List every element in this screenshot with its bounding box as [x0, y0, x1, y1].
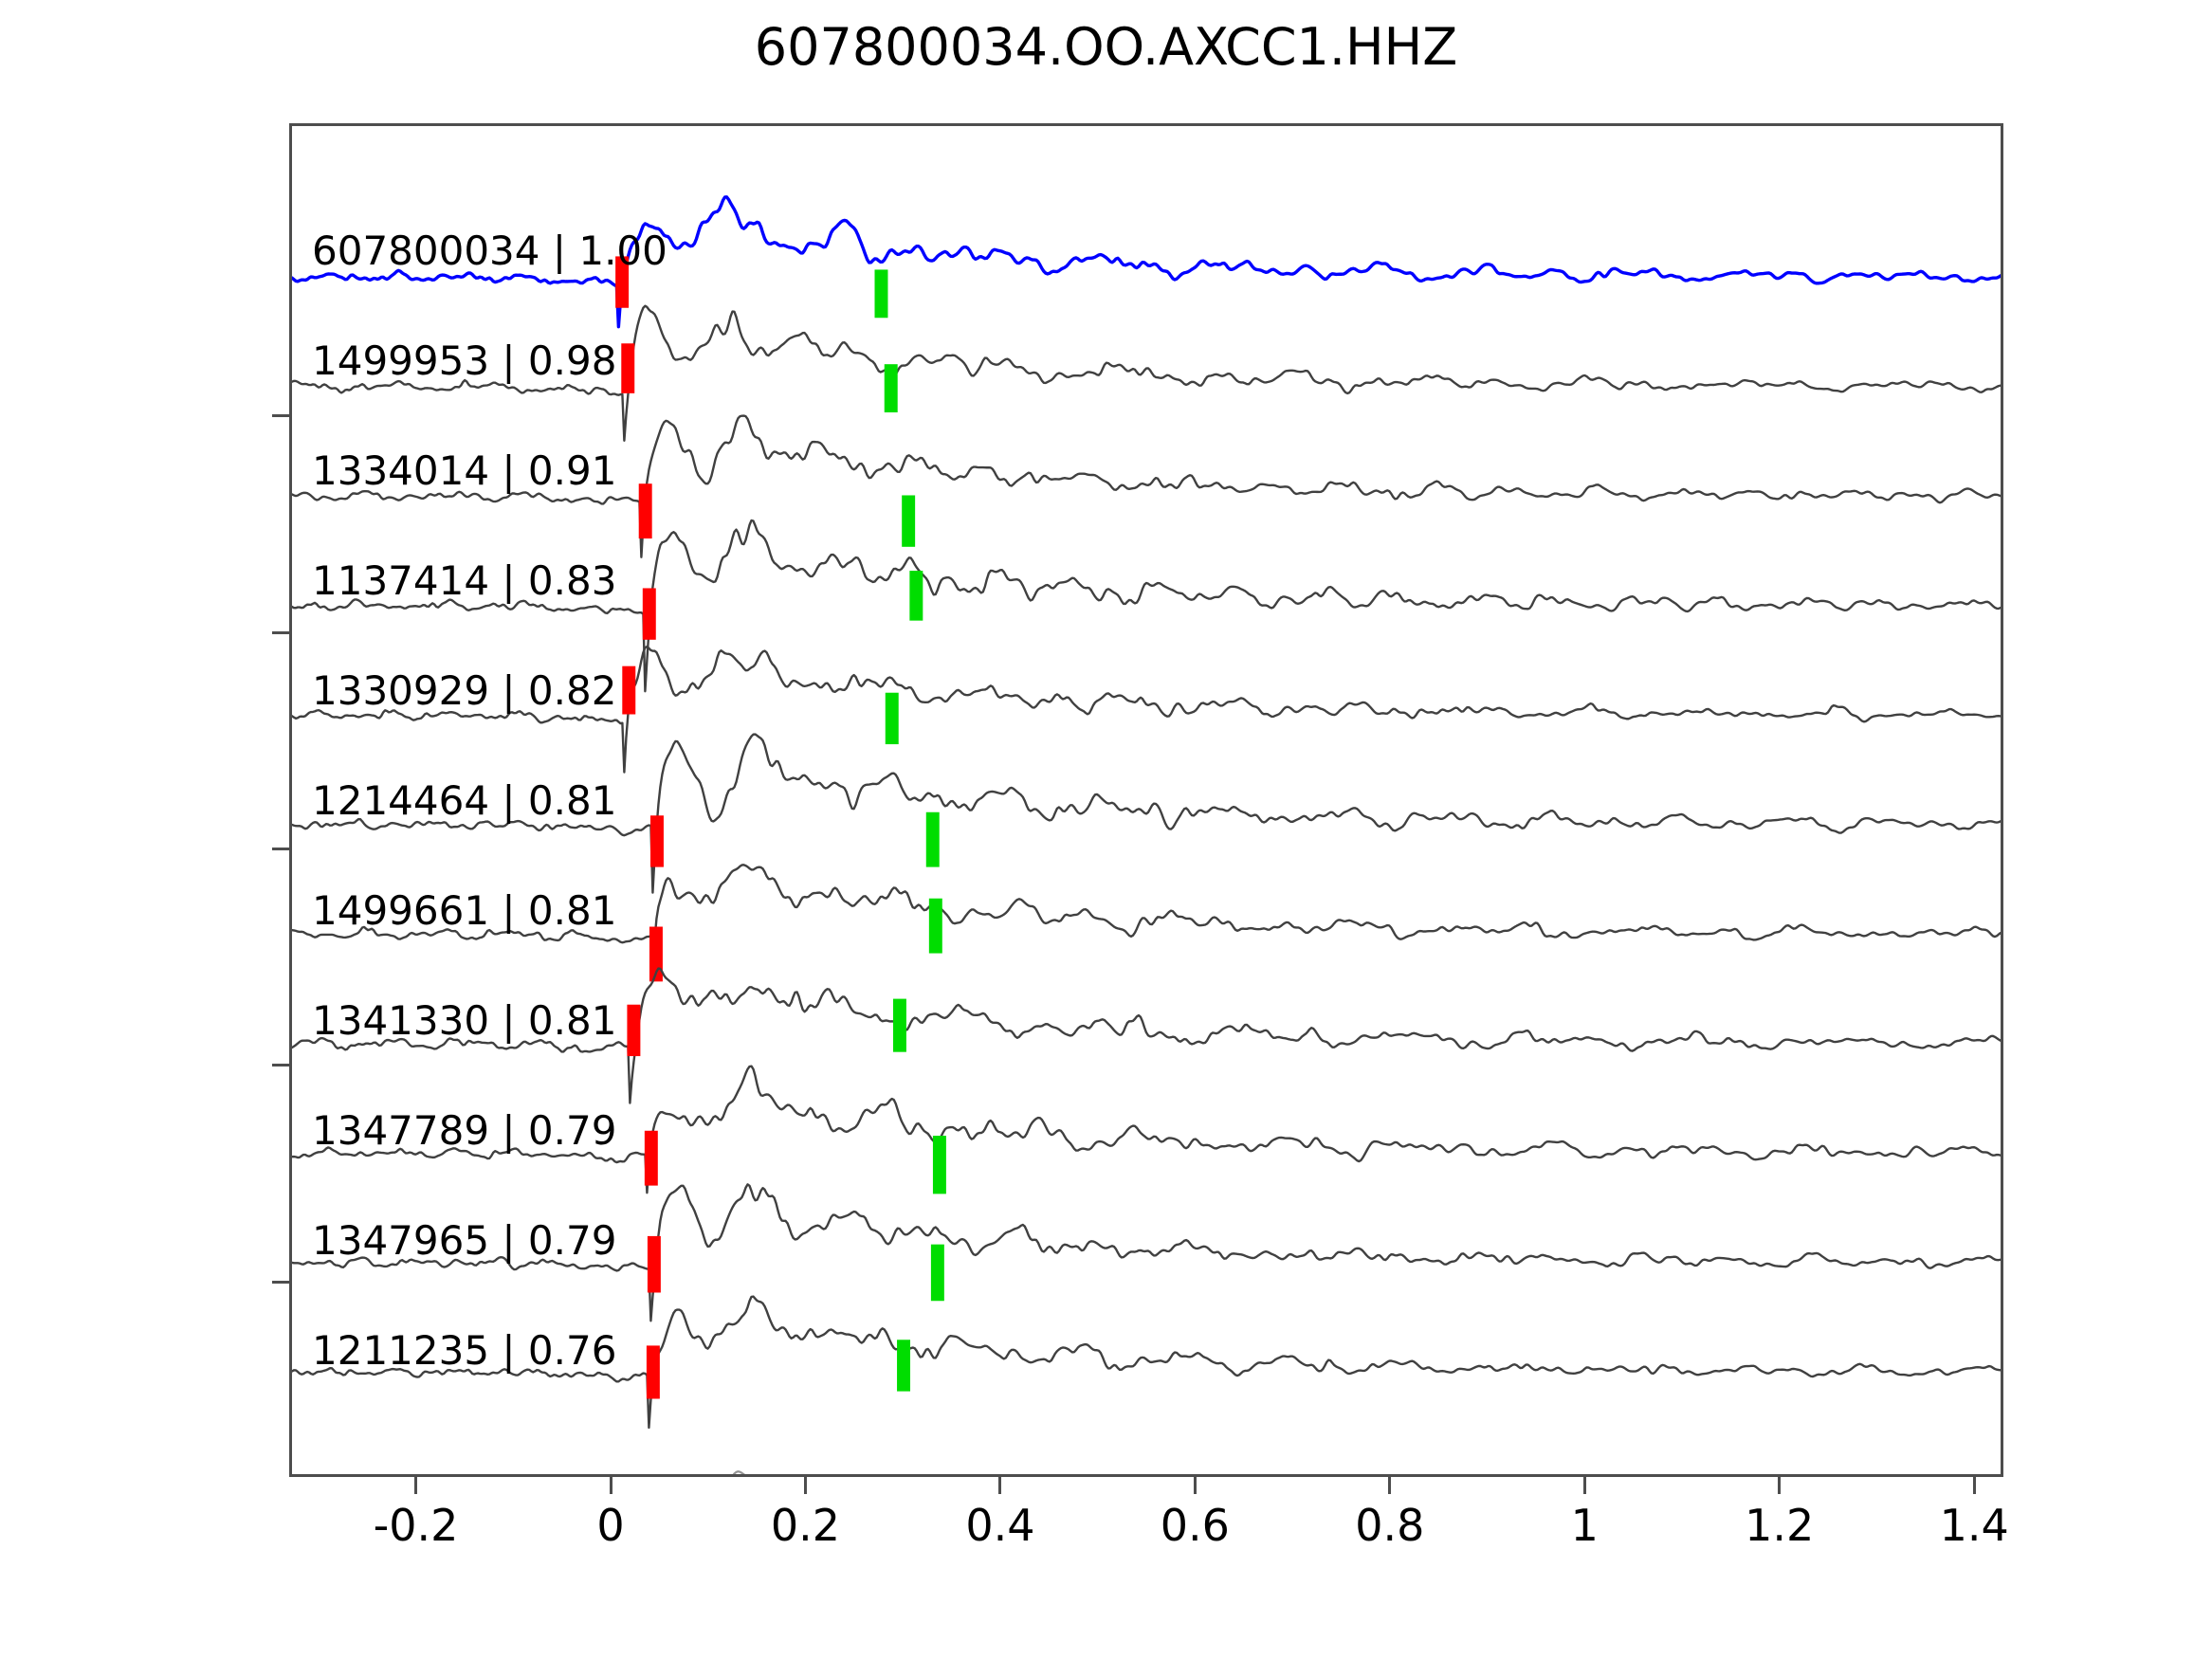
trace-1341330	[292, 967, 2001, 1104]
x-axis-tick-label: 0.6	[1160, 1500, 1230, 1551]
trace-label-1341330: 1341330 | 0.81	[312, 997, 617, 1044]
trace-1334014	[292, 414, 2001, 558]
x-axis-tick	[414, 1477, 418, 1494]
y-axis-tick	[272, 414, 289, 418]
trace-label-1347789: 1347789 | 0.79	[312, 1107, 617, 1154]
x-axis-tick-label: 1.2	[1745, 1500, 1815, 1551]
trace-1137414	[292, 519, 2001, 693]
trace-label-1214464: 1214464 | 0.81	[312, 777, 617, 824]
plot-area	[289, 123, 2003, 1477]
s-pick-marker	[892, 998, 906, 1052]
p-pick-marker	[644, 1130, 658, 1186]
y-axis-tick	[272, 1280, 289, 1284]
p-pick-marker	[642, 588, 656, 640]
waveform-line	[292, 645, 2001, 774]
waveform-line	[292, 195, 2001, 329]
stack-overlay-line	[732, 1470, 745, 1474]
waveform-line	[292, 1295, 2001, 1430]
x-axis-ticks: -0.2 0 0.2 0.4 0.6 0.8 1 1.2 1.4	[289, 1477, 2009, 1551]
s-pick-marker	[897, 1340, 911, 1392]
x-axis-tick-label: 0.8	[1355, 1500, 1425, 1551]
x-axis-tick-label: 0.4	[965, 1500, 1035, 1551]
trace-label-1499661: 1499661 | 0.81	[312, 887, 617, 934]
trace-label-1334014: 1334014 | 0.91	[312, 447, 617, 494]
waveform-line	[292, 864, 2001, 975]
trace-1347965	[292, 1183, 2001, 1322]
x-axis-tick	[1193, 1477, 1197, 1494]
x-axis-tick	[1778, 1477, 1782, 1494]
p-pick-marker	[646, 1345, 660, 1399]
waveform-line	[292, 519, 2001, 693]
x-axis-tick	[1582, 1477, 1586, 1494]
waveform-line	[292, 1183, 2001, 1322]
s-pick-marker	[874, 269, 888, 319]
p-pick-marker	[615, 256, 630, 308]
trace-1211235	[292, 1295, 2001, 1430]
x-axis-tick	[803, 1477, 807, 1494]
y-axis-tick	[272, 630, 289, 634]
page-title: 607800034.OO.AXCC1.HHZ	[754, 17, 1458, 77]
x-axis-tick	[609, 1477, 612, 1494]
waveform-canvas	[292, 195, 2001, 1474]
s-pick-marker	[928, 898, 942, 954]
trace-label-1211235: 1211235 | 0.76	[312, 1327, 617, 1374]
x-axis-tick	[998, 1477, 1002, 1494]
x-axis-tick-label: -0.2	[373, 1500, 459, 1551]
x-axis-tick	[1388, 1477, 1392, 1494]
x-axis-tick-label: 1	[1570, 1500, 1599, 1551]
p-pick-marker	[622, 665, 636, 715]
p-pick-marker	[649, 815, 664, 867]
x-axis-tick-label: 1.4	[1939, 1500, 2009, 1551]
trace-1347789	[292, 1065, 2001, 1194]
s-pick-marker	[930, 1244, 944, 1302]
trace-label-1499953: 1499953 | 0.98	[312, 337, 617, 384]
trace-1330929	[292, 645, 2001, 774]
waveform-line	[292, 733, 2001, 894]
s-pick-marker	[884, 364, 898, 413]
p-pick-marker	[627, 1004, 641, 1057]
trace-label-1347965: 1347965 | 0.79	[312, 1217, 617, 1264]
s-pick-marker	[902, 495, 916, 547]
trace-1499953	[292, 304, 2001, 442]
s-pick-marker	[909, 571, 923, 621]
p-pick-marker	[621, 343, 635, 393]
waveform-line	[292, 967, 2001, 1104]
p-pick-marker	[638, 483, 652, 539]
x-axis-tick-label: 0	[596, 1500, 625, 1551]
trace-label-607800034: 607800034 | 1.00	[312, 228, 667, 274]
y-axis-ticks	[272, 123, 291, 1477]
s-pick-marker	[932, 1136, 946, 1194]
waveform-line	[292, 414, 2001, 558]
p-pick-marker	[647, 1235, 661, 1293]
x-axis-tick-label: 0.2	[770, 1500, 841, 1551]
s-pick-marker	[885, 692, 899, 745]
x-axis-tick	[1972, 1477, 1976, 1494]
s-pick-marker	[925, 811, 940, 867]
waveform-line	[292, 304, 2001, 442]
trace-1214464	[292, 733, 2001, 894]
y-axis-tick	[272, 847, 289, 850]
stack-overlay-panel	[732, 1470, 745, 1474]
trace-label-1137414: 1137414 | 0.83	[312, 557, 617, 604]
y-axis-tick	[272, 1064, 289, 1067]
trace-label-1330929: 1330929 | 0.82	[312, 667, 617, 714]
trace-607800034	[292, 195, 2001, 329]
waveform-line	[292, 1065, 2001, 1194]
